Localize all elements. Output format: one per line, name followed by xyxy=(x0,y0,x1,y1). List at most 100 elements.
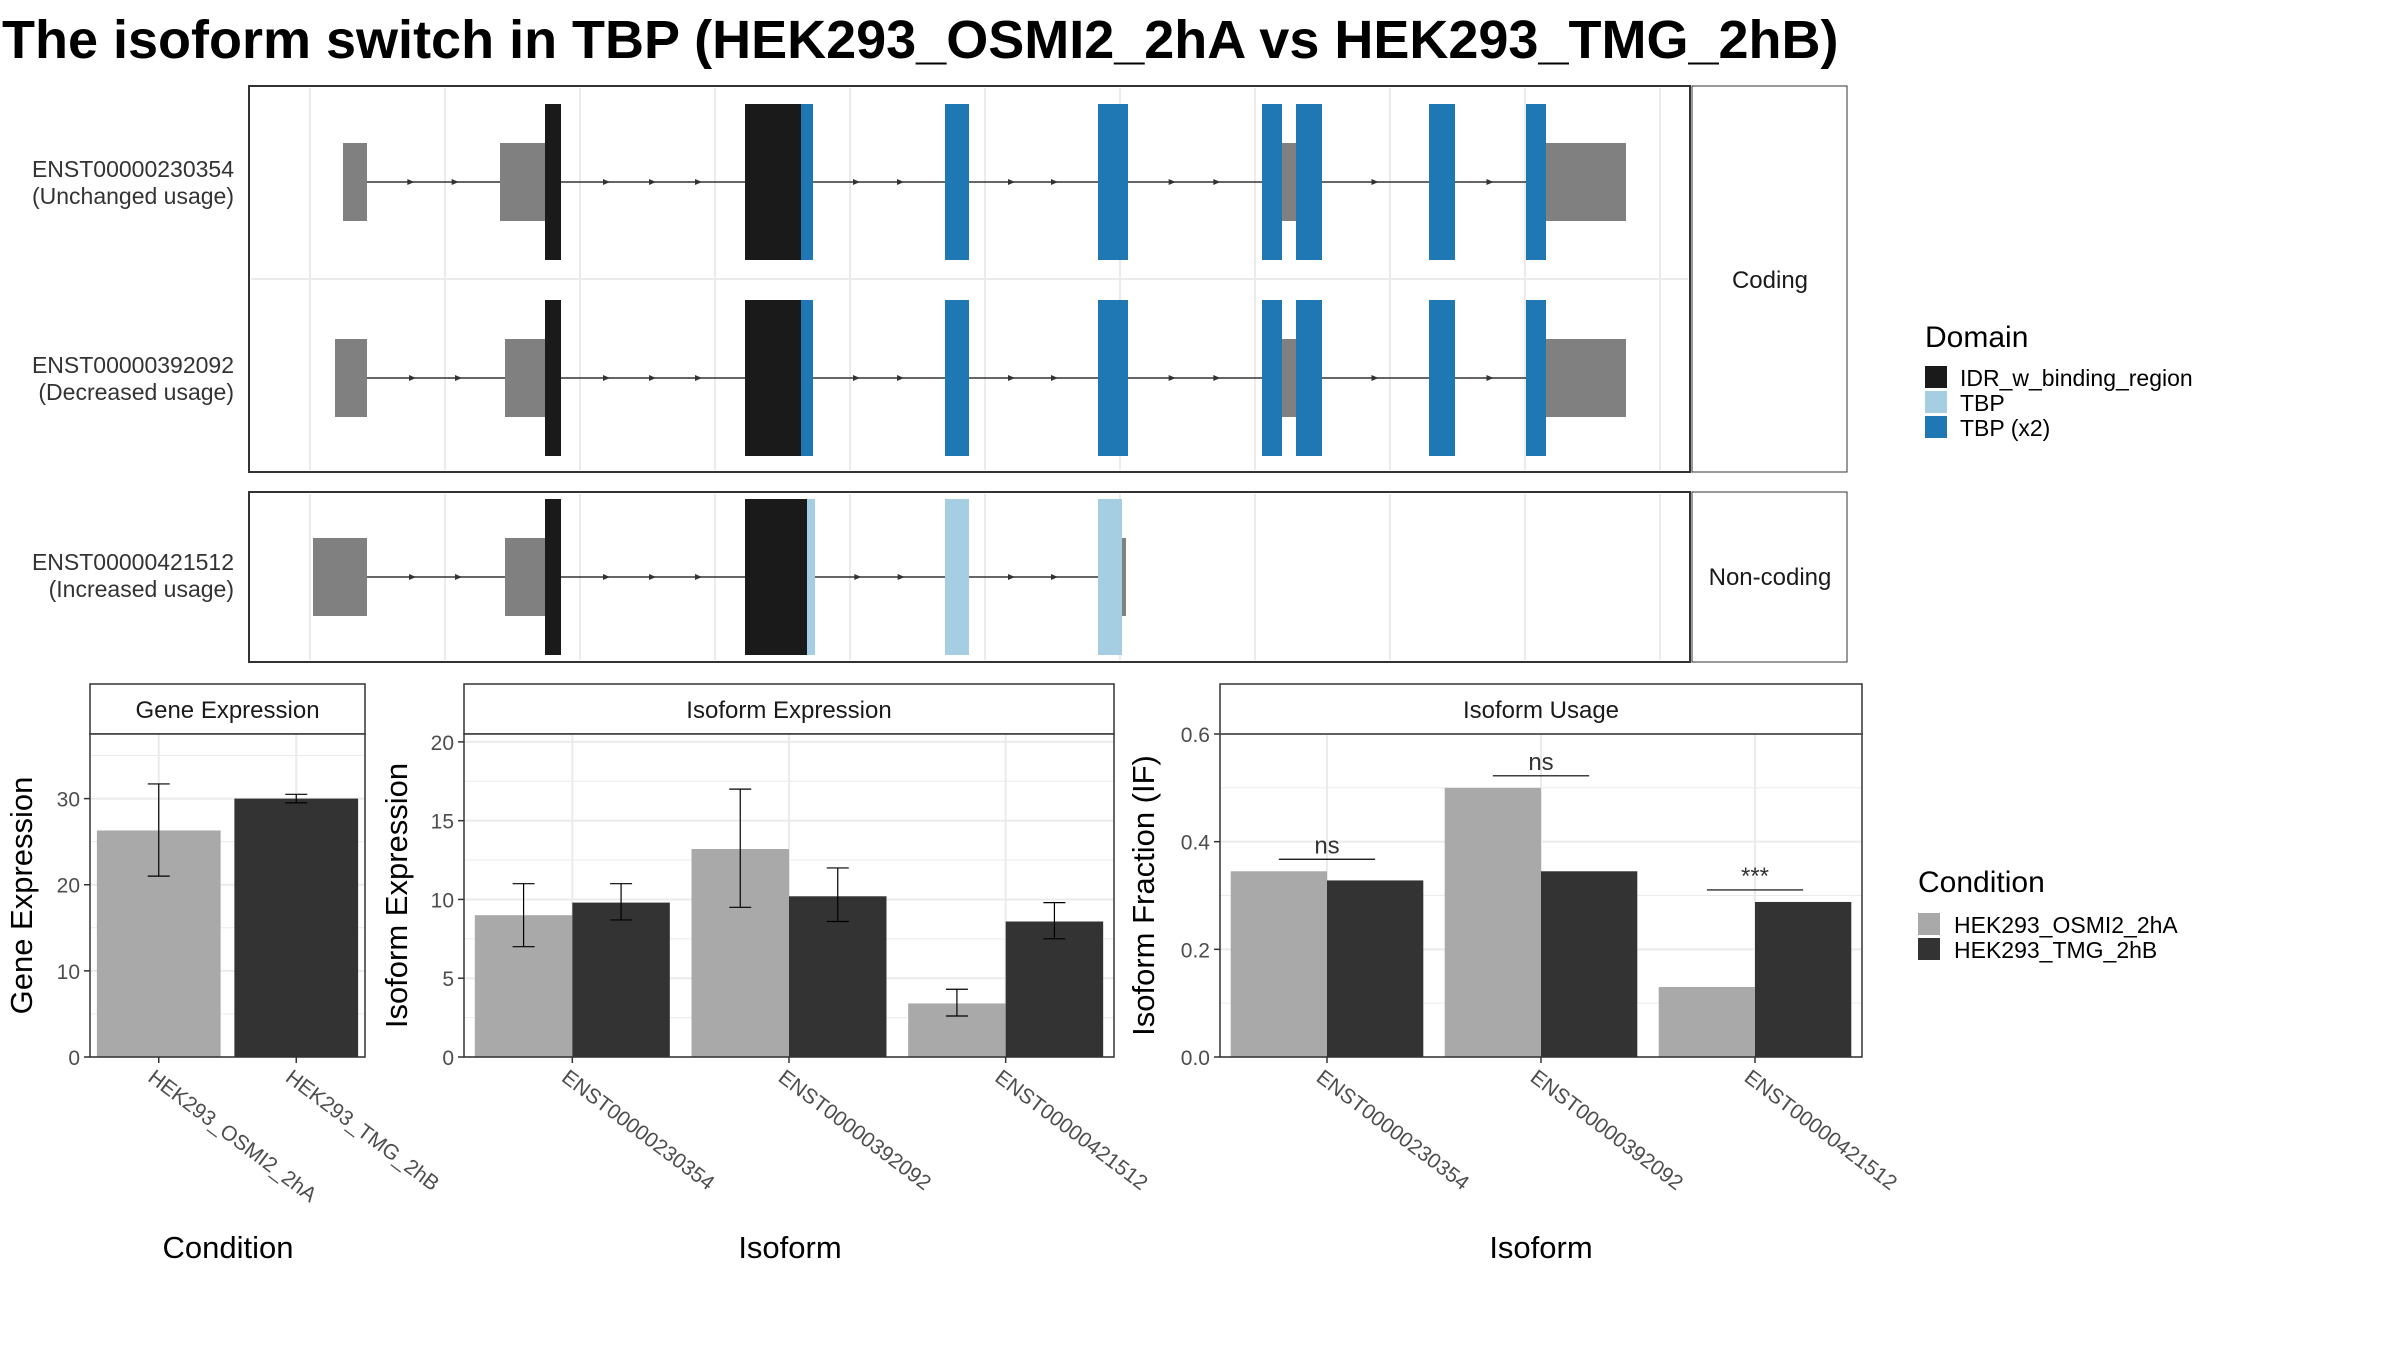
intron-arrow xyxy=(897,179,904,185)
exon-tbp2-1 xyxy=(945,104,969,260)
x-axis-title-3: Isoform xyxy=(1489,1230,1592,1265)
significance-label: ns xyxy=(1528,749,1553,776)
intron-arrow xyxy=(695,179,702,185)
coding-strip-label: Coding xyxy=(1732,267,1808,294)
chart-title-1: Gene Expression xyxy=(135,697,319,724)
y-tick-label: 5 xyxy=(442,968,454,991)
exon-tbp2-2 xyxy=(1296,300,1322,456)
bar-HEK293_OSMI2_2hA-ENST00000392092 xyxy=(1444,787,1541,1057)
exon-utr-2 xyxy=(505,339,537,417)
exon-idr-1 xyxy=(745,104,801,260)
y-tick-label: 20 xyxy=(431,732,454,755)
exon-utr-3 xyxy=(505,538,537,616)
bar-HEK293_TMG_2hB-ENST00000421512 xyxy=(1005,921,1104,1057)
y-tick-label: 30 xyxy=(57,789,80,812)
intron-arrow xyxy=(1168,375,1176,381)
legend-swatch-cond-a xyxy=(1918,913,1940,935)
legend-swatch-tbp-x2 xyxy=(1925,416,1947,438)
y-tick-label: 0 xyxy=(68,1047,80,1070)
intron-arrow xyxy=(1213,179,1221,185)
exon-tbp2-1 xyxy=(1262,104,1282,260)
intron-arrow xyxy=(853,179,860,185)
exon-utr-1 xyxy=(1546,143,1558,221)
y-axis-title-2: Isoform Expression xyxy=(379,763,414,1028)
condition-legend-title: Condition xyxy=(1918,866,2045,899)
intron-arrow xyxy=(1008,574,1015,580)
exon-utr-3 xyxy=(313,538,367,616)
intron-arrow xyxy=(1051,179,1058,185)
intron-arrow xyxy=(695,574,702,580)
intron-arrow xyxy=(455,574,462,580)
condition-legend: Condition HEK293_OSMI2_2hA HEK293_TMG_2h… xyxy=(1918,866,2178,963)
intron-arrow xyxy=(1168,179,1176,185)
intron-arrow xyxy=(455,375,462,381)
intron-arrow xyxy=(407,179,415,185)
intron-arrow xyxy=(853,375,860,381)
x-tick-label: ENST00000421512 xyxy=(1740,1066,1901,1195)
domain-legend-title: Domain xyxy=(1925,321,2028,354)
bar-HEK293_TMG_2hB-ENST00000392092 xyxy=(1541,871,1638,1057)
y-tick-label: 0.6 xyxy=(1181,724,1210,747)
bar-HEK293_OSMI2_2hA-ENST00000421512 xyxy=(1658,987,1755,1057)
intron-arrow xyxy=(409,574,416,580)
exon-idr-3 xyxy=(545,499,561,655)
legend-label-cond-a: HEK293_OSMI2_2hA xyxy=(1954,912,2178,938)
exon-utr-3 xyxy=(537,538,545,616)
x-tick-label: ENST00000392092 xyxy=(1526,1066,1687,1195)
exon-utr-1 xyxy=(537,143,545,221)
exon-utr-1 xyxy=(500,143,542,221)
y-tick-label: 15 xyxy=(431,811,454,834)
exon-utr-1 xyxy=(1282,143,1296,221)
y-tick-label: 0.2 xyxy=(1181,939,1210,962)
intron-arrow xyxy=(1008,375,1015,381)
intron-arrow xyxy=(603,375,610,381)
legend-swatch-idr xyxy=(1925,366,1947,388)
bar-HEK293_TMG_2hB-ENST00000421512 xyxy=(1755,901,1852,1057)
bar-HEK293_TMG_2hB-HEK293_TMG_2hB xyxy=(234,798,359,1057)
exon-tbp2-2 xyxy=(1098,300,1128,456)
bar-HEK293_OSMI2_2hA-ENST00000230354 xyxy=(1230,871,1327,1057)
intron-arrow xyxy=(1051,375,1058,381)
exon-idr-2 xyxy=(545,300,561,456)
exon-utr-2 xyxy=(537,339,545,417)
exon-utr-3 xyxy=(1122,538,1126,616)
intron-arrow xyxy=(649,375,656,381)
exon-tbp2-1 xyxy=(1526,104,1546,260)
figure-title: The isoform switch in TBP (HEK293_OSMI2_… xyxy=(2,10,1839,70)
transcript-label-3-id: ENST00000421512 xyxy=(32,549,234,575)
x-tick-label: ENST00000230354 xyxy=(1312,1066,1473,1196)
chart-strip-3 xyxy=(1219,683,1863,735)
intron-arrow xyxy=(603,179,610,185)
exon-tbp2-2 xyxy=(945,300,969,456)
intron-arrow xyxy=(897,375,904,381)
intron-arrow xyxy=(1371,375,1379,381)
exon-tbp-3 xyxy=(945,499,969,655)
transcript-structure-plot: Coding Non-coding ENST00000230354 (Uncha… xyxy=(32,85,1848,663)
transcript-label-3-usage: (Increased usage) xyxy=(49,576,234,602)
noncoding-strip-label: Non-coding xyxy=(1709,564,1832,591)
bar-HEK293_TMG_2hB-ENST00000230354 xyxy=(572,902,670,1057)
exon-utr-2 xyxy=(1282,339,1296,417)
exon-idr-2 xyxy=(745,300,801,456)
exon-utr-2 xyxy=(1558,339,1626,417)
legend-swatch-cond-b xyxy=(1918,938,1940,960)
chart-title-3: Isoform Usage xyxy=(1463,697,1619,724)
y-axis-title-3: Isoform Fraction (IF) xyxy=(1126,755,1161,1036)
exon-utr-1 xyxy=(1558,143,1626,221)
x-tick-label: ENST00000421512 xyxy=(991,1066,1152,1195)
exon-tbp2-1 xyxy=(1429,104,1455,260)
x-axis-title-1: Condition xyxy=(163,1230,294,1265)
x-tick-label: ENST00000392092 xyxy=(774,1066,935,1195)
intron-arrow xyxy=(695,375,702,381)
exon-idr-3 xyxy=(745,499,807,655)
legend-label-idr: IDR_w_binding_region xyxy=(1960,365,2193,391)
x-axis-title-2: Isoform xyxy=(738,1230,841,1265)
exon-idr-1 xyxy=(545,104,561,260)
exon-tbp2-1 xyxy=(801,104,813,260)
y-tick-label: 20 xyxy=(57,875,80,898)
expression-charts: Gene Expression0102030HEK293_OSMI2_2hAHE… xyxy=(4,683,1901,1265)
legend-label-cond-b: HEK293_TMG_2hB xyxy=(1954,937,2157,963)
exon-utr-2 xyxy=(335,339,367,417)
x-tick-label: ENST00000230354 xyxy=(557,1066,718,1196)
